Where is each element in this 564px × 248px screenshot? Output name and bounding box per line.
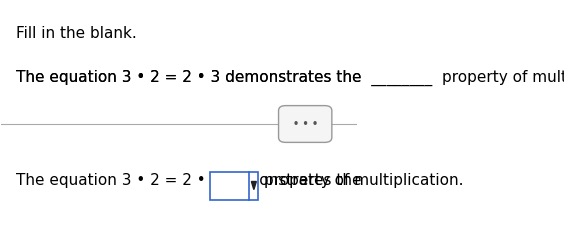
- Text: The equation 3 • 2 = 2 • 3 demonstrates the  ________  property of multiplicatio: The equation 3 • 2 = 2 • 3 demonstrates …: [16, 70, 564, 86]
- Text: • • •: • • •: [293, 119, 318, 129]
- Text: The equation 3 • 2 = 2 • 3 demonstrates the: The equation 3 • 2 = 2 • 3 demonstrates …: [16, 70, 371, 85]
- FancyBboxPatch shape: [279, 106, 332, 142]
- Text: property of multiplication.: property of multiplication.: [263, 173, 463, 188]
- Polygon shape: [252, 182, 257, 190]
- Text: The equation 3 • 2 = 2 • 3 demonstrates the: The equation 3 • 2 = 2 • 3 demonstrates …: [16, 173, 371, 188]
- Text: Fill in the blank.: Fill in the blank.: [16, 26, 136, 41]
- FancyBboxPatch shape: [210, 172, 258, 200]
